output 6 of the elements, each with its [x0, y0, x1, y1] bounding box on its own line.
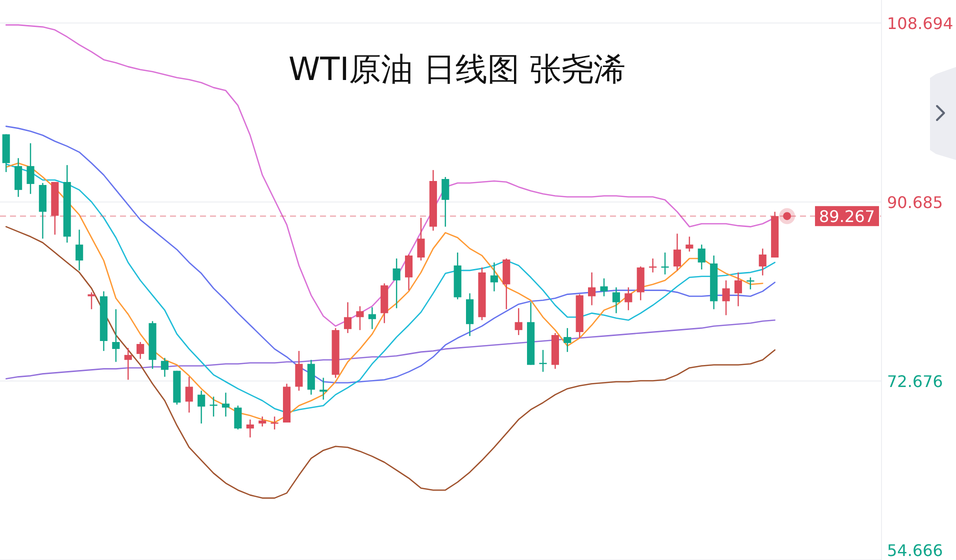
- y-tick-label: 54.666: [887, 541, 943, 560]
- y-tick-label: 108.694: [887, 14, 954, 34]
- y-tick-label: 72.676: [887, 372, 943, 391]
- ref-line-label: 89.267: [819, 207, 875, 226]
- y-tick-label: 90.685: [887, 193, 943, 212]
- text: WTI原油 日线图 张尧浠: [288, 50, 626, 88]
